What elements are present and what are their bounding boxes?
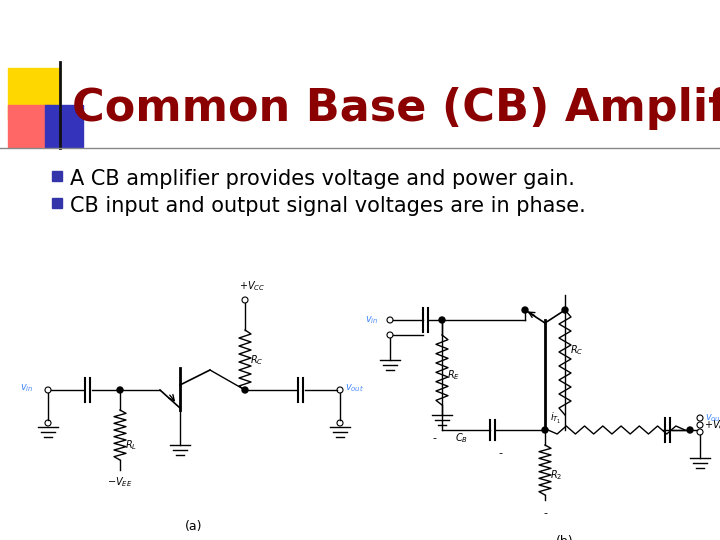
Circle shape <box>439 317 445 323</box>
Text: $v_{in}$: $v_{in}$ <box>364 314 378 326</box>
Text: CB input and output signal voltages are in phase.: CB input and output signal voltages are … <box>70 196 586 216</box>
Circle shape <box>562 307 568 313</box>
Bar <box>8 68 60 120</box>
Text: $v_{out}$: $v_{out}$ <box>345 382 364 394</box>
Text: $R_C$: $R_C$ <box>250 353 264 367</box>
Text: $R_C$: $R_C$ <box>570 343 583 357</box>
Circle shape <box>522 307 528 313</box>
Text: -: - <box>432 433 436 443</box>
Bar <box>45 105 83 147</box>
Circle shape <box>687 427 693 433</box>
Bar <box>8 105 50 147</box>
Text: $+V_{CC}$: $+V_{CC}$ <box>239 279 265 293</box>
Text: A CB amplifier provides voltage and power gain.: A CB amplifier provides voltage and powe… <box>70 169 575 189</box>
Text: $+V_{CC}$: $+V_{CC}$ <box>704 418 720 432</box>
Text: $v_{out}$: $v_{out}$ <box>705 412 720 424</box>
Text: $C_B$: $C_B$ <box>455 431 468 445</box>
Text: $i_{T_1}$: $i_{T_1}$ <box>550 410 562 426</box>
Bar <box>52 198 62 208</box>
Text: (b): (b) <box>556 535 574 540</box>
Text: $R_2$: $R_2$ <box>550 468 562 482</box>
Text: $R_L$: $R_L$ <box>125 438 137 452</box>
Circle shape <box>242 387 248 393</box>
Text: -: - <box>543 508 547 518</box>
Text: $v_{in}$: $v_{in}$ <box>19 382 33 394</box>
Text: (a): (a) <box>185 520 203 533</box>
Text: $R_E$: $R_E$ <box>447 368 460 382</box>
Text: $-V_{EE}$: $-V_{EE}$ <box>107 475 132 489</box>
Text: -: - <box>498 448 502 458</box>
Bar <box>52 171 62 181</box>
Text: Common Base (CB) Amplifiers: Common Base (CB) Amplifiers <box>72 86 720 130</box>
Circle shape <box>117 387 123 393</box>
Circle shape <box>542 427 548 433</box>
